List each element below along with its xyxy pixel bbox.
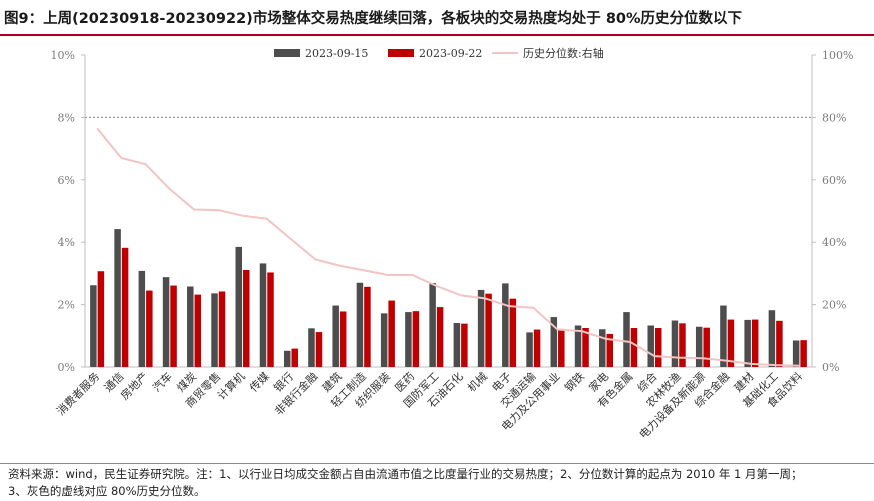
right-tick-label: 40%: [822, 236, 846, 249]
bar-2023-09-22-煤炭: [194, 294, 202, 367]
bar-2023-09-15-建筑: [332, 305, 339, 367]
bar-2023-09-15-钢铁: [574, 325, 582, 367]
bar-2023-09-15-电力及公用事业: [550, 317, 558, 367]
bar-2023-09-22-综合金融: [727, 319, 735, 367]
category-label: 消费者服务: [53, 369, 102, 418]
bar-2023-09-22-基础化工: [776, 320, 783, 367]
bar-2023-09-22-通信: [121, 247, 129, 367]
chart: 0%2%4%6%8%10%0%20%40%60%80%100%消费者服务 通信房地…: [51, 46, 854, 441]
left-tick-label: 4%: [58, 236, 75, 249]
bar-2023-09-15-综合: [647, 325, 654, 367]
source-note: 资料来源：wind，民生证券研究院。注：1、以行业日均成交金额占自由流通市值之比…: [8, 466, 868, 500]
legend-label: 2023-09-22: [419, 47, 482, 60]
bar-2023-09-15-房地产: [138, 270, 146, 367]
legend-label: 2023-09-15: [305, 47, 368, 60]
bar-2023-09-15-建材: [744, 319, 751, 367]
bar-2023-09-15-综合金融: [720, 305, 727, 367]
bar-2023-09-22-建材: [751, 319, 759, 367]
bar-2023-09-15-农林牧渔: [671, 320, 679, 367]
legend-label: 历史分位数:右轴: [523, 46, 604, 60]
left-tick-label: 0%: [58, 361, 75, 374]
bar-2023-09-22-商贸零售: [218, 291, 226, 367]
left-tick-label: 8%: [58, 111, 75, 124]
percentile-line: [96, 127, 800, 367]
bar-2023-09-22-国防军工: [436, 307, 444, 367]
bar-2023-09-22-有色金属: [630, 328, 638, 367]
source-note-line-1: 资料来源：wind，民生证券研究院。注：1、以行业日均成交金额占自由流通市值之比…: [8, 467, 803, 481]
bar-2023-09-22-机械: [485, 293, 492, 367]
bar-2023-09-15-煤炭: [187, 286, 194, 367]
bar-2023-09-15-汽车: [162, 277, 170, 367]
right-tick-label: 0%: [822, 361, 839, 374]
source-note-line-2: 3、灰色的虚线对应 80%历史分位数。: [8, 484, 206, 498]
bar-2023-09-22-银行: [291, 348, 298, 367]
bar-2023-09-15-基础化工: [768, 310, 776, 367]
bar-2023-09-15-有色金属: [623, 312, 630, 367]
bar-2023-09-15-消费者服务: [90, 285, 97, 367]
bar-2023-09-15-轻工制造: [356, 282, 364, 367]
left-tick-label: 10%: [51, 49, 75, 62]
bar-2023-09-22-农林牧渔: [679, 323, 686, 367]
bar-2023-09-22-计算机: [243, 269, 250, 367]
bar-2023-09-22-房地产: [146, 290, 153, 367]
legend-swatch: [388, 49, 414, 57]
bar-2023-09-22-纺织服装: [388, 300, 395, 367]
bar-2023-09-22-建筑: [339, 311, 347, 367]
bar-2023-09-22-电子: [509, 298, 517, 367]
bar-2023-09-22-电力及公用事业: [558, 328, 565, 367]
category-label: 钢铁: [562, 370, 587, 395]
bar-2023-09-15-国防军工: [429, 283, 436, 367]
bar-2023-09-15-商贸零售: [211, 293, 218, 367]
bar-2023-09-15-医药: [405, 312, 412, 367]
bar-2023-09-22-交通运输: [533, 329, 541, 367]
bar-2023-09-15-机械: [477, 289, 485, 367]
title-divider: [0, 34, 874, 36]
bar-2023-09-15-计算机: [235, 246, 243, 367]
bar-2023-09-15-石油石化: [453, 323, 461, 367]
left-tick-label: 6%: [58, 174, 75, 187]
category-label: 传媒: [247, 370, 272, 395]
bar-2023-09-22-非银行金融: [315, 332, 323, 367]
right-tick-label: 100%: [822, 49, 853, 62]
footer-divider: [0, 463, 874, 464]
category-label: 房地产: [117, 369, 150, 402]
bar-2023-09-15-电力设备及新能源: [695, 326, 703, 367]
bar-2023-09-22-传媒: [267, 272, 274, 367]
category-label: 汽车: [149, 369, 174, 394]
left-tick-label: 2%: [58, 299, 75, 312]
bar-2023-09-22-钢铁: [582, 328, 589, 367]
right-tick-label: 60%: [822, 174, 846, 187]
bar-2023-09-15-电子: [502, 283, 509, 367]
bar-2023-09-15-银行: [283, 350, 291, 367]
bar-2023-09-15-非银行金融: [308, 328, 315, 367]
bar-2023-09-15-家电: [599, 329, 606, 367]
right-tick-label: 80%: [822, 111, 846, 124]
bar-2023-09-22-电力设备及新能源: [703, 327, 710, 367]
bar-2023-09-22-石油石化: [461, 323, 468, 367]
figure-title: 图9：上周(20230918-20230922)市场整体交易热度继续回落，各板块…: [4, 11, 743, 27]
bar-2023-09-22-轻工制造: [364, 286, 371, 367]
category-label: 机械: [465, 369, 490, 394]
legend-swatch: [274, 49, 300, 57]
bar-2023-09-22-消费者服务: [97, 271, 105, 367]
bar-2023-09-22-医药: [412, 311, 420, 367]
category-label: 计算机: [214, 369, 247, 402]
bar-2023-09-22-食品饮料: [800, 340, 807, 367]
bar-2023-09-22-综合: [654, 328, 662, 367]
bar-2023-09-15-食品饮料: [792, 340, 800, 367]
bar-2023-09-22-汽车: [170, 285, 177, 367]
bar-2023-09-15-纺织服装: [380, 313, 388, 367]
bar-2023-09-15-交通运输: [526, 332, 533, 367]
bar-2023-09-15-通信: [114, 229, 121, 367]
right-tick-label: 20%: [822, 299, 846, 312]
bar-2023-09-22-家电: [606, 333, 614, 367]
bar-2023-09-15-传媒: [259, 263, 267, 367]
